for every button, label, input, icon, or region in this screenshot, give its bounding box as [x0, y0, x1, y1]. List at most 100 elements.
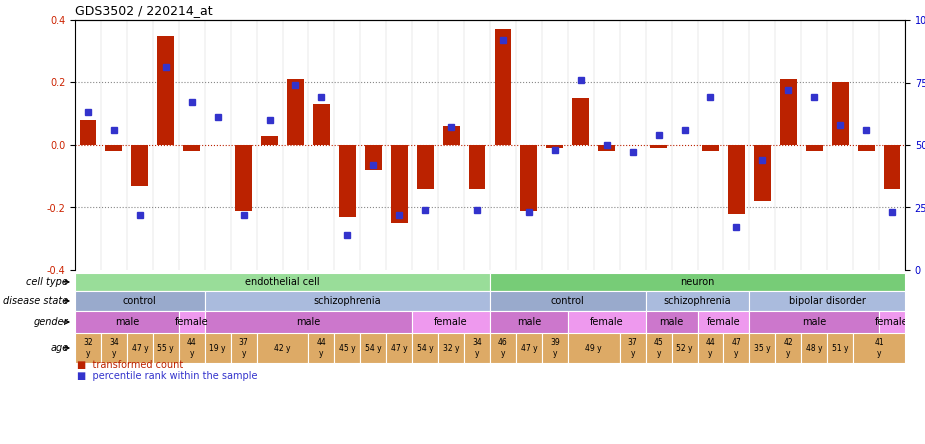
Bar [153, 333, 179, 363]
Bar [490, 291, 646, 311]
Bar [728, 145, 745, 214]
Text: 49 y: 49 y [586, 344, 602, 353]
Text: control: control [551, 296, 585, 306]
Bar [568, 311, 646, 333]
Bar [521, 145, 537, 210]
Bar [697, 333, 723, 363]
Text: gender: gender [33, 317, 68, 327]
Text: 35 y: 35 y [754, 344, 771, 353]
Text: male: male [660, 317, 684, 327]
Bar [542, 333, 568, 363]
Bar [775, 333, 801, 363]
Text: 37
y: 37 y [628, 338, 637, 358]
Text: schizophrenia: schizophrenia [664, 296, 732, 306]
Bar [339, 145, 356, 217]
Bar [204, 333, 230, 363]
Text: 46
y: 46 y [498, 338, 508, 358]
Text: neuron: neuron [680, 277, 715, 287]
Bar [672, 333, 697, 363]
Text: female: female [434, 317, 468, 327]
Bar [413, 311, 490, 333]
Bar [80, 120, 96, 145]
Bar [235, 145, 252, 210]
Bar [832, 83, 848, 145]
Bar [417, 145, 434, 189]
Text: 34
y: 34 y [472, 338, 482, 358]
Bar [334, 333, 361, 363]
Text: female: female [590, 317, 623, 327]
Text: 52 y: 52 y [676, 344, 693, 353]
Bar [101, 333, 127, 363]
Bar [127, 333, 153, 363]
Text: GDS3502 / 220214_at: GDS3502 / 220214_at [75, 4, 213, 17]
Text: male: male [517, 317, 541, 327]
Bar [438, 333, 464, 363]
Bar [754, 145, 771, 201]
Bar [723, 333, 749, 363]
Text: female: female [175, 317, 208, 327]
Bar [390, 145, 408, 223]
Text: 54 y: 54 y [365, 344, 382, 353]
Text: 45
y: 45 y [654, 338, 663, 358]
Bar [230, 333, 256, 363]
Text: bipolar disorder: bipolar disorder [789, 296, 866, 306]
Bar [853, 333, 905, 363]
Bar [495, 29, 512, 145]
Bar [801, 333, 827, 363]
Bar [105, 145, 122, 151]
Bar [883, 145, 900, 189]
Text: 44
y: 44 y [316, 338, 327, 358]
Text: 44
y: 44 y [187, 338, 197, 358]
Text: 39
y: 39 y [550, 338, 560, 358]
Text: female: female [707, 317, 740, 327]
Bar [573, 98, 589, 145]
Bar [827, 333, 853, 363]
Text: 48 y: 48 y [806, 344, 822, 353]
Bar [650, 145, 667, 148]
Text: 51 y: 51 y [832, 344, 848, 353]
Bar [464, 333, 490, 363]
Text: 54 y: 54 y [417, 344, 434, 353]
Text: disease state: disease state [3, 296, 68, 306]
Bar [749, 291, 905, 311]
Bar [157, 36, 174, 145]
Bar [261, 135, 278, 145]
Text: male: male [115, 317, 139, 327]
Text: ■  transformed count: ■ transformed count [77, 360, 183, 370]
Bar [75, 311, 179, 333]
Bar [749, 333, 775, 363]
Bar [646, 311, 697, 333]
Bar [806, 145, 822, 151]
Bar [75, 333, 101, 363]
Bar [780, 79, 796, 145]
Bar [490, 273, 905, 291]
Bar [413, 333, 438, 363]
Bar [568, 333, 620, 363]
Text: 55 y: 55 y [157, 344, 174, 353]
Bar [204, 311, 413, 333]
Text: 44
y: 44 y [706, 338, 715, 358]
Text: 47
y: 47 y [732, 338, 741, 358]
Bar [75, 273, 490, 291]
Bar [183, 145, 200, 151]
Text: 32 y: 32 y [443, 344, 460, 353]
Text: female: female [875, 317, 909, 327]
Text: age: age [50, 343, 68, 353]
Bar [646, 291, 749, 311]
Bar [308, 333, 334, 363]
Bar [697, 311, 749, 333]
Bar [179, 333, 204, 363]
Text: 45 y: 45 y [339, 344, 355, 353]
Text: schizophrenia: schizophrenia [314, 296, 381, 306]
Text: 37
y: 37 y [239, 338, 249, 358]
Text: 34
y: 34 y [109, 338, 118, 358]
Bar [598, 145, 615, 151]
Text: control: control [123, 296, 156, 306]
Text: male: male [802, 317, 826, 327]
Text: 41
y: 41 y [874, 338, 884, 358]
Bar [879, 311, 905, 333]
Bar [75, 291, 204, 311]
Bar [256, 333, 308, 363]
Bar [749, 311, 879, 333]
Text: male: male [296, 317, 321, 327]
